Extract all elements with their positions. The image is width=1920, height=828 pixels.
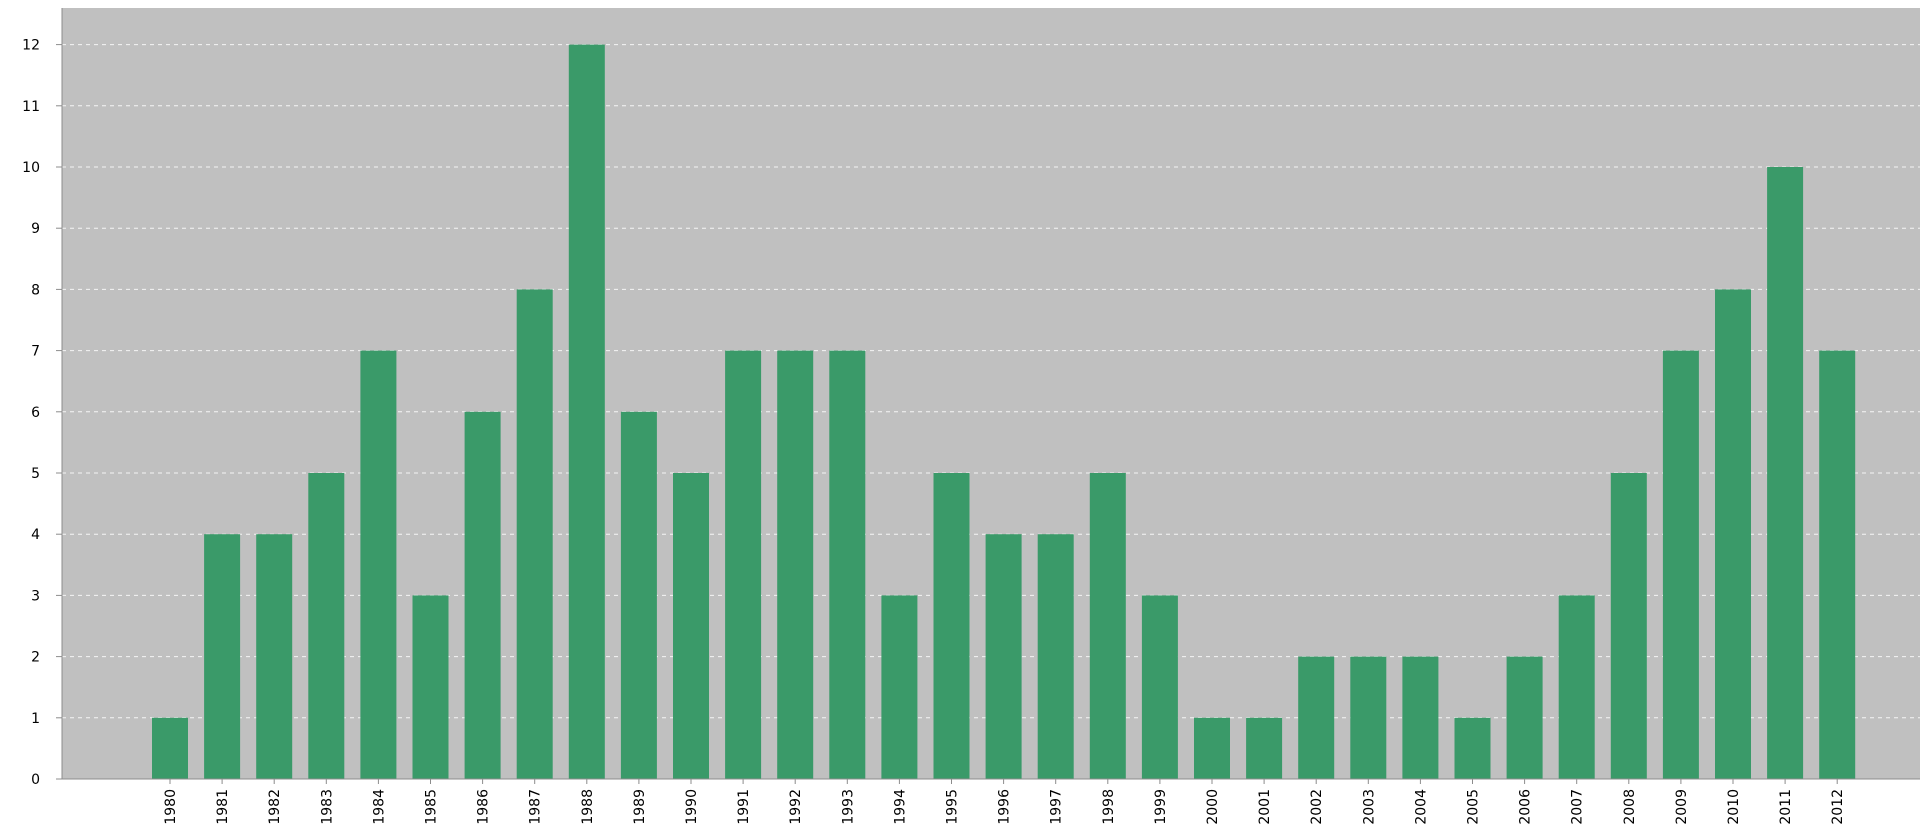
bar-1997: [1037, 534, 1074, 779]
bar-1987: [516, 289, 553, 779]
x-tick-label-2011: 2011: [1778, 789, 1794, 825]
bar-2001: [1246, 717, 1283, 779]
bar-1996: [985, 534, 1022, 779]
y-tick-label: 4: [31, 527, 40, 543]
bar-1982: [256, 534, 293, 779]
x-tick-label-1991: 1991: [736, 789, 752, 825]
bar-1980: [152, 717, 188, 779]
x-tick-label-1981: 1981: [215, 789, 231, 825]
bar-1999: [1141, 595, 1178, 779]
y-tick-label: 6: [31, 405, 40, 421]
x-tick-label-2010: 2010: [1726, 789, 1742, 825]
bar-2006: [1506, 656, 1543, 779]
x-tick-label-1982: 1982: [267, 789, 283, 825]
bar-1991: [725, 350, 762, 779]
x-tick-label-2000: 2000: [1205, 789, 1221, 825]
y-tick-label: 12: [22, 38, 40, 54]
bar-2008: [1610, 473, 1647, 779]
y-tick-label: 10: [22, 160, 40, 176]
bar-1998: [1089, 473, 1126, 779]
bar-1983: [308, 473, 345, 779]
x-tick-label-1992: 1992: [788, 789, 804, 825]
bar-1995: [933, 473, 970, 779]
bar-1990: [673, 473, 709, 779]
x-tick-label-2012: 2012: [1830, 789, 1846, 825]
x-tick-label-2008: 2008: [1622, 789, 1638, 825]
bar-1992: [777, 350, 814, 779]
bar-2003: [1350, 656, 1387, 779]
x-tick-label-2007: 2007: [1570, 789, 1586, 825]
x-tick-label-1995: 1995: [945, 789, 961, 825]
x-tick-label-1984: 1984: [371, 789, 387, 825]
y-tick-label: 11: [22, 99, 40, 115]
y-tick-label: 5: [31, 466, 40, 482]
bar-1981: [204, 534, 241, 779]
bar-1984: [360, 350, 397, 779]
bar-2000: [1194, 717, 1230, 779]
bar-1993: [829, 350, 866, 779]
bar-1989: [620, 411, 657, 779]
bars: [152, 44, 1856, 780]
x-tick-label-1996: 1996: [997, 789, 1013, 825]
bar-2012: [1819, 350, 1856, 779]
y-tick-label: 0: [31, 772, 40, 788]
bar-2007: [1558, 595, 1595, 779]
x-tick-label-1983: 1983: [319, 789, 335, 825]
y-tick-label: 1: [31, 711, 40, 727]
bar-2010: [1715, 289, 1751, 779]
y-tick-label: 3: [31, 588, 40, 604]
x-tick-label-1985: 1985: [424, 789, 440, 825]
bar-1988: [568, 44, 605, 780]
y-tick-label: 9: [31, 221, 40, 237]
x-tick-label-2001: 2001: [1257, 789, 1273, 825]
x-tick-label-1980: 1980: [163, 789, 179, 825]
x-tick-label-1989: 1989: [632, 789, 648, 825]
y-tick-label: 2: [31, 650, 40, 666]
x-tick-label-1987: 1987: [528, 789, 544, 825]
y-tick-label: 7: [31, 344, 40, 360]
x-tick-label-1994: 1994: [892, 789, 908, 825]
bar-2009: [1662, 350, 1699, 779]
bar-2002: [1298, 656, 1335, 779]
x-tick-label-1999: 1999: [1153, 789, 1169, 825]
x-tick-label-2005: 2005: [1466, 789, 1482, 825]
x-tick-label-1988: 1988: [580, 789, 596, 825]
y-tick-label: 8: [31, 282, 40, 298]
x-tick-label-2002: 2002: [1309, 789, 1325, 825]
x-tick-label-1997: 1997: [1049, 789, 1065, 825]
x-tick-label-1990: 1990: [684, 789, 700, 825]
x-tick-label-2003: 2003: [1361, 789, 1377, 825]
bar-2011: [1767, 167, 1804, 779]
bar-2004: [1402, 656, 1439, 779]
x-tick-label-1998: 1998: [1101, 789, 1117, 825]
x-tick-label-1986: 1986: [476, 789, 492, 825]
bar-1985: [412, 595, 449, 779]
bar-1986: [464, 411, 501, 779]
bar-1994: [881, 595, 918, 779]
x-tick-label-2004: 2004: [1413, 789, 1429, 825]
bar-2005: [1454, 717, 1491, 779]
x-tick-label-2009: 2009: [1674, 789, 1690, 825]
x-tick-label-2006: 2006: [1518, 789, 1534, 825]
x-tick-label-1993: 1993: [840, 789, 856, 825]
x-axis-ticks: 1980 1981 1982 1983 1984 1985 1986 1987 1988 1989…: [163, 779, 1846, 825]
